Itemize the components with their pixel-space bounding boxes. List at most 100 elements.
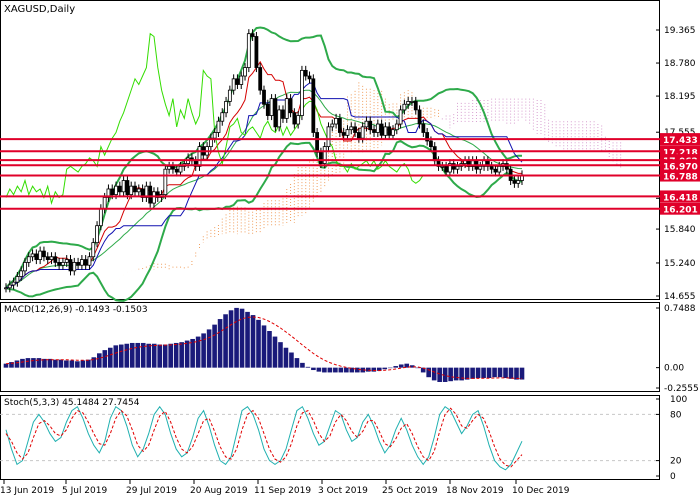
macd-frame <box>0 302 660 392</box>
stoch-tick-label: 100 <box>670 395 687 405</box>
macd-bar <box>398 364 404 368</box>
time-tick-label: 29 Jul 2019 <box>126 486 177 496</box>
macd-bar <box>376 367 382 371</box>
macd-bar <box>514 367 519 380</box>
candle-body <box>239 75 244 85</box>
stoch-tick-label: 20 <box>670 457 682 467</box>
stoch-frame <box>0 395 660 480</box>
candle-body <box>231 78 236 91</box>
macd-bar <box>311 367 316 371</box>
macd-bar <box>69 360 75 368</box>
macd-bar <box>442 367 448 382</box>
time-tick-label: 5 Jul 2019 <box>62 486 107 496</box>
candle-body <box>72 261 77 272</box>
candle-body <box>292 112 297 125</box>
macd-bar <box>9 362 14 368</box>
candle-body <box>269 98 274 116</box>
candle-body <box>95 225 99 244</box>
macd-bar <box>404 363 410 368</box>
candle-body <box>265 103 270 116</box>
macd-bar <box>497 367 503 378</box>
candle-body <box>258 67 263 91</box>
candle-body <box>330 123 335 128</box>
candle-body <box>417 109 422 125</box>
level-label: 16.788 <box>663 173 698 183</box>
macd-bar <box>393 366 399 368</box>
candle-body <box>345 129 350 136</box>
macd-bar <box>365 367 371 372</box>
candle-body <box>364 120 369 128</box>
macd-bar <box>508 367 514 379</box>
candle-body <box>489 165 494 170</box>
candle-body <box>368 120 373 131</box>
macd-bar <box>124 343 130 368</box>
candle-body <box>216 120 221 133</box>
candle-body <box>114 185 118 196</box>
macd-bar <box>201 333 206 368</box>
candle-body <box>311 78 316 133</box>
macd-tick-label: 0.7488 <box>664 304 696 314</box>
macd-bar <box>36 358 42 368</box>
candle-body <box>167 165 172 170</box>
price-frame <box>0 0 660 300</box>
level-label-box <box>660 159 700 172</box>
macd-bar <box>437 367 442 382</box>
macd-bar <box>503 367 508 379</box>
macd-bar <box>179 342 184 368</box>
macd-bar <box>146 343 152 368</box>
macd-bar <box>228 310 234 368</box>
candles <box>4 29 524 293</box>
candle-body <box>23 261 27 272</box>
candle-body <box>394 123 399 131</box>
macd-bar <box>42 358 47 368</box>
candle-body <box>38 250 43 260</box>
candle-body <box>372 129 376 133</box>
macd-bar <box>129 342 135 368</box>
macd-bar <box>426 367 431 378</box>
price-tick-label: 19.365 <box>664 26 696 36</box>
macd-bar <box>300 362 305 368</box>
macd-bar <box>151 343 157 368</box>
macd-bar <box>217 319 223 368</box>
candle-body <box>341 132 346 136</box>
macd-bar <box>195 336 201 368</box>
candle-body <box>26 256 31 263</box>
candle-body <box>478 165 483 170</box>
macd-bar <box>459 367 464 381</box>
bollinger-middle-line <box>5 89 523 289</box>
macd-bar <box>245 311 250 368</box>
macd-bar <box>97 353 102 368</box>
price-tick-label: 15.840 <box>664 225 696 235</box>
candle-body <box>227 89 232 102</box>
macd-bar <box>53 359 58 368</box>
stoch-signal-line <box>5 407 523 468</box>
macd-bar <box>316 367 322 372</box>
candle-body <box>106 188 111 198</box>
macd-bar <box>239 308 245 368</box>
macd-bar <box>91 357 97 368</box>
candle-body <box>356 132 361 139</box>
candle-body <box>144 185 149 198</box>
candle-body <box>451 163 456 170</box>
candle-body <box>68 259 73 272</box>
candle-body <box>349 126 354 131</box>
candle-body <box>4 287 8 290</box>
candle-body <box>337 117 342 133</box>
level-label: 16.418 <box>663 193 698 203</box>
price-tick-label: 14.655 <box>664 292 696 302</box>
candle-body <box>121 180 126 193</box>
candle-body <box>148 185 153 204</box>
macd-bar <box>168 343 173 368</box>
candle-body <box>91 242 96 258</box>
macd-bar <box>80 360 86 368</box>
candle-body <box>224 101 228 114</box>
macd-bar <box>470 367 475 379</box>
macd-bar <box>102 350 108 368</box>
candle-body <box>152 191 156 204</box>
level-label: 17.218 <box>663 148 698 158</box>
macd-bar <box>492 367 497 378</box>
macd-bar <box>31 358 36 368</box>
stoch-main-line <box>5 405 523 471</box>
candle-body <box>375 123 380 133</box>
